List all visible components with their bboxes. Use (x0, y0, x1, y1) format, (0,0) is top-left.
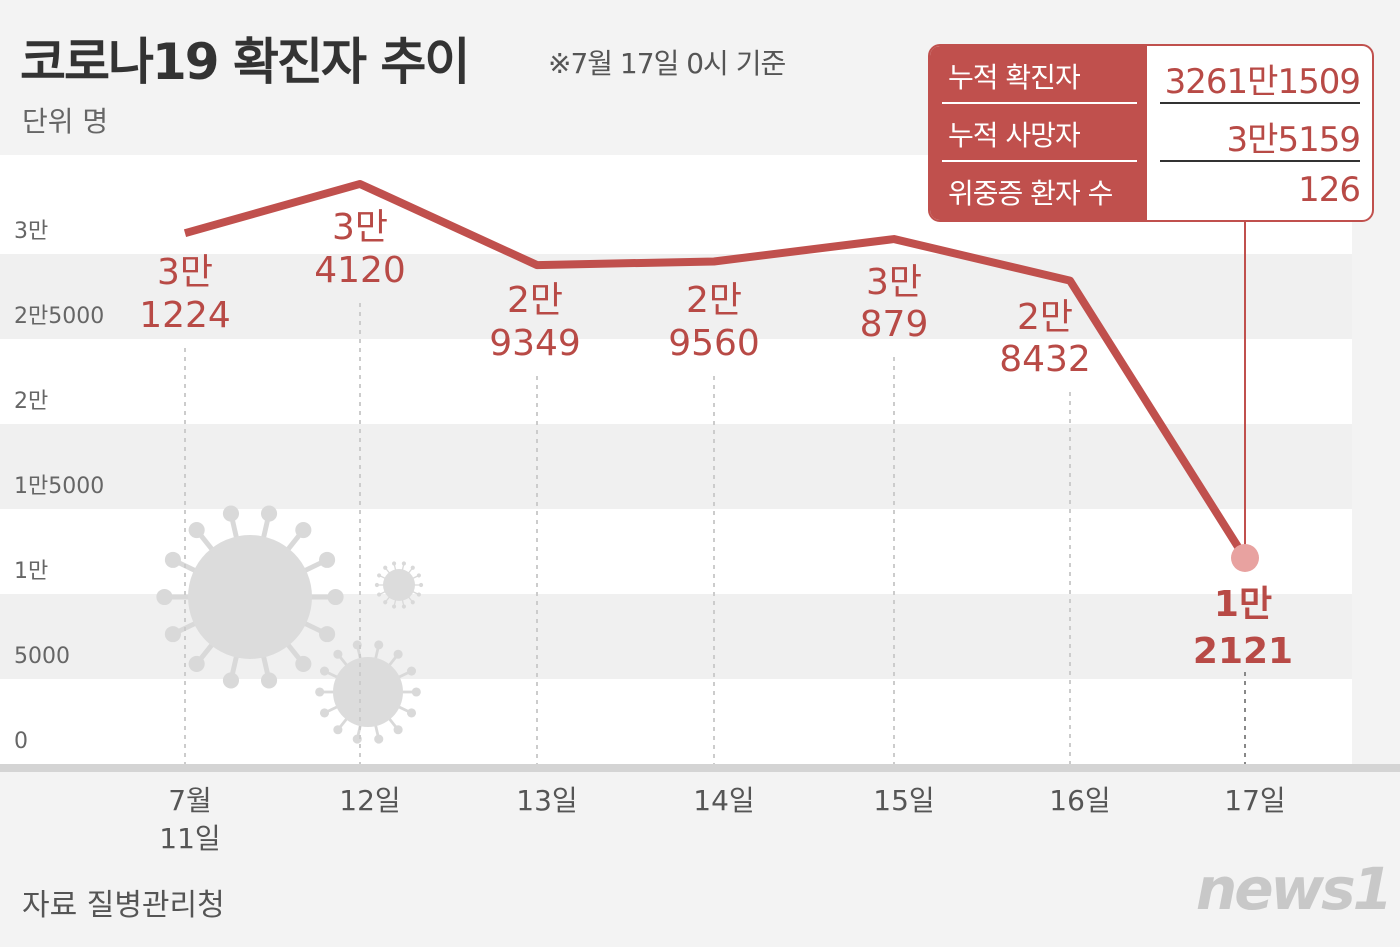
data-label: 9349 (489, 323, 581, 364)
y-tick-label: 5000 (14, 644, 70, 669)
info-row-critical-patients: 위중증 환자 수 126 (930, 162, 1372, 220)
data-label: 3만 (332, 207, 388, 248)
y-tick-label: 3만 (14, 219, 48, 244)
info-label: 위중증 환자 수 (948, 177, 1113, 210)
info-row-cumulative-deaths: 누적 사망자 3만5159 (930, 104, 1372, 162)
data-label: 3만 (157, 252, 213, 293)
unit-label: 단위 명 (22, 105, 109, 138)
as-of-note: ※7월 17일 0시 기준 (548, 47, 786, 80)
y-tick-label: 0 (14, 729, 28, 754)
data-label: 9560 (668, 323, 760, 364)
info-value: 3261만1509 (1164, 62, 1361, 102)
grid-band (0, 254, 1352, 339)
y-tick-label: 2만 (14, 389, 48, 414)
info-label: 누적 확진자 (948, 61, 1081, 94)
x-axis-line (0, 764, 1400, 772)
data-label: 8432 (999, 339, 1091, 380)
data-label: 2만 (507, 280, 563, 321)
data-label: 1만 (1214, 584, 1272, 625)
x-tick-label: 7월 (168, 784, 212, 817)
data-label: 4120 (314, 250, 406, 291)
x-tick-label: 14일 (693, 784, 754, 817)
page-title: 코로나19 확진자 추이 (20, 33, 470, 91)
last-point-marker (1231, 543, 1259, 572)
y-tick-label: 2만5000 (14, 304, 104, 329)
x-tick-label: 12일 (339, 784, 400, 817)
data-label: 3만 (866, 262, 922, 303)
x-tick-label: 15일 (873, 784, 934, 817)
virus-icon (374, 561, 424, 609)
info-label: 누적 사망자 (948, 119, 1081, 152)
info-box: 누적 확진자 3261만1509 누적 사망자 3만5159 위중증 환자 수 … (928, 44, 1374, 222)
series-line (183, 179, 1249, 561)
data-label: 2만 (686, 280, 742, 321)
grid-band (0, 424, 1352, 509)
data-label: 2121 (1193, 631, 1293, 672)
x-tick-label: 11일 (159, 822, 220, 855)
data-label: 2만 (1017, 297, 1073, 338)
data-label: 879 (860, 304, 929, 345)
virus-icon (156, 505, 344, 689)
x-tick-label: 17일 (1224, 784, 1285, 817)
x-tick-label: 13일 (516, 784, 577, 817)
data-label: 1224 (139, 295, 231, 336)
y-tick-label: 1만5000 (14, 474, 104, 499)
news1-logo: news1 (1195, 855, 1393, 923)
info-row-cumulative-cases: 누적 확진자 3261만1509 (930, 46, 1372, 104)
info-value: 126 (1298, 170, 1361, 210)
source-note: 자료 질병관리청 (22, 888, 225, 923)
y-tick-label: 1만 (14, 559, 48, 584)
x-tick-label: 16일 (1049, 784, 1110, 817)
info-value: 3만5159 (1226, 120, 1361, 160)
